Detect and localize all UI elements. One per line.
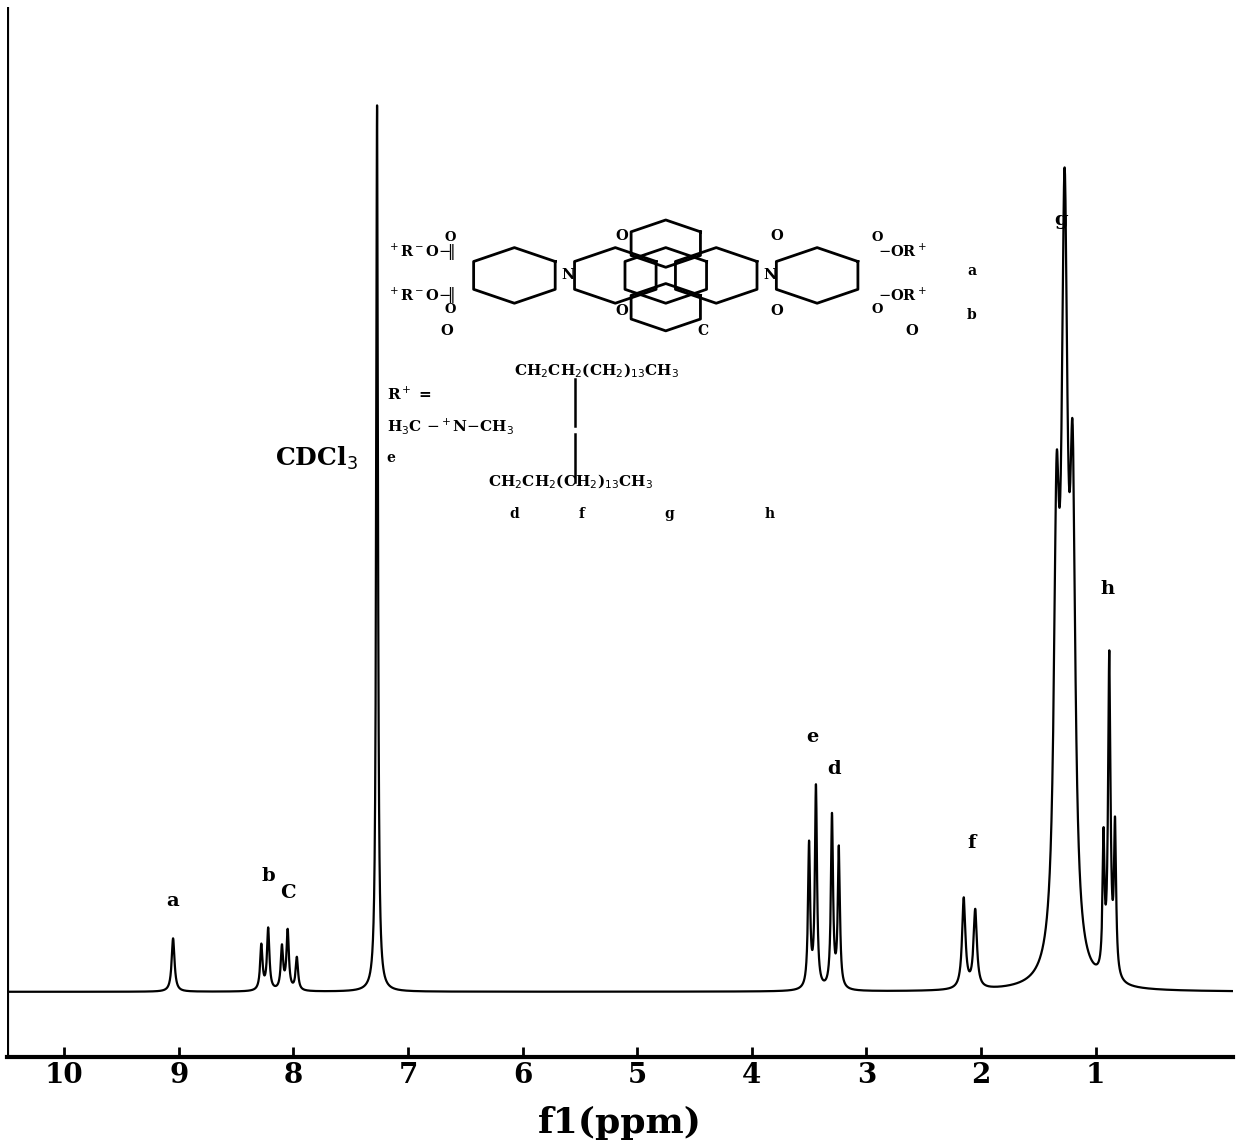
Text: O: O: [445, 232, 456, 244]
Text: b: b: [262, 867, 275, 885]
Text: O: O: [445, 303, 456, 315]
Text: O: O: [770, 304, 784, 318]
Text: a: a: [166, 891, 180, 910]
Text: b: b: [967, 309, 977, 322]
Text: O: O: [440, 325, 454, 338]
Text: R$^+$ =: R$^+$ =: [387, 387, 432, 404]
Text: $^+$R$^-$O$-$: $^+$R$^-$O$-$: [387, 243, 450, 260]
Text: g: g: [665, 507, 675, 521]
Text: N: N: [562, 268, 575, 282]
Text: C: C: [697, 325, 708, 338]
Text: O: O: [872, 232, 883, 244]
Text: $-$OR$^+$: $-$OR$^+$: [878, 287, 926, 304]
Text: O: O: [616, 304, 629, 318]
Text: CH$_2$CH$_2$(CH$_2$)$_{13}$CH$_3$: CH$_2$CH$_2$(CH$_2$)$_{13}$CH$_3$: [515, 361, 680, 380]
Text: f: f: [579, 507, 585, 521]
Text: O: O: [770, 228, 784, 243]
Text: $^+$R$^-$O$-$: $^+$R$^-$O$-$: [387, 287, 450, 304]
Text: N: N: [764, 268, 776, 282]
X-axis label: f1(ppm): f1(ppm): [538, 1106, 702, 1140]
Text: H$_3$C $-$$^+$N$-$CH$_3$: H$_3$C $-$$^+$N$-$CH$_3$: [387, 416, 513, 437]
Text: f: f: [967, 834, 976, 852]
Text: O: O: [872, 303, 883, 315]
Text: C: C: [280, 883, 295, 902]
Text: O: O: [905, 325, 918, 338]
Text: a: a: [967, 265, 976, 279]
Text: g: g: [1054, 211, 1068, 228]
Text: $-$OR$^+$: $-$OR$^+$: [878, 243, 926, 260]
Text: $\|$: $\|$: [446, 242, 454, 262]
Text: CH$_2$CH$_2$(CH$_2$)$_{13}$CH$_3$: CH$_2$CH$_2$(CH$_2$)$_{13}$CH$_3$: [487, 473, 652, 491]
Text: e: e: [806, 727, 818, 746]
Text: h: h: [765, 507, 775, 521]
Text: CDCl$_3$: CDCl$_3$: [275, 445, 358, 471]
Text: d: d: [827, 760, 841, 779]
Text: h: h: [1100, 580, 1114, 598]
Text: $\|$: $\|$: [446, 286, 454, 305]
Text: e: e: [387, 451, 396, 466]
Text: d: d: [510, 507, 520, 521]
Text: O: O: [616, 228, 629, 243]
